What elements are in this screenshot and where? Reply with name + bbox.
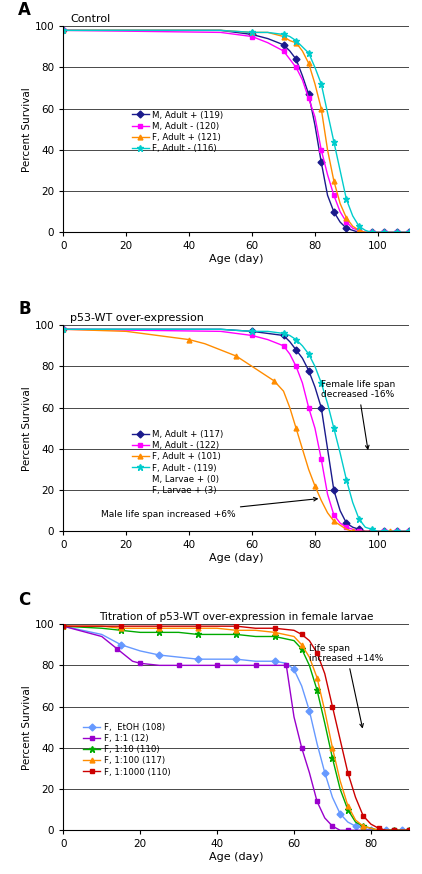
- Legend: F,  EtOH (108), F, 1:1 (12), F, 1:10 (110), F, 1:100 (117), F, 1:1000 (110): F, EtOH (108), F, 1:1 (12), F, 1:10 (110…: [81, 721, 172, 778]
- Y-axis label: Percent Survival: Percent Survival: [22, 87, 32, 171]
- Text: Control: Control: [70, 14, 111, 24]
- Text: B: B: [18, 301, 31, 318]
- X-axis label: Age (day): Age (day): [209, 553, 264, 563]
- Legend: M, Adult + (117), M, Adult - (122), F, Adult + (101), F, Adult - (119), M, Larva: M, Adult + (117), M, Adult - (122), F, A…: [130, 428, 225, 496]
- X-axis label: Age (day): Age (day): [209, 254, 264, 264]
- Text: A: A: [18, 2, 31, 19]
- Legend: M, Adult + (119), M, Adult - (120), F, Adult + (121), F, Adult - (116): M, Adult + (119), M, Adult - (120), F, A…: [130, 109, 225, 155]
- Y-axis label: Percent Survival: Percent Survival: [22, 386, 32, 470]
- X-axis label: Age (day): Age (day): [209, 852, 264, 862]
- Text: Male life span increased +6%: Male life span increased +6%: [101, 497, 317, 519]
- Text: p53-WT over-expression: p53-WT over-expression: [70, 313, 204, 323]
- Title: Titration of p53-WT over-expression in female larvae: Titration of p53-WT over-expression in f…: [99, 612, 373, 622]
- Text: C: C: [18, 591, 30, 609]
- Text: Female life span
decreased -16%: Female life span decreased -16%: [321, 380, 395, 449]
- Text: Life span
increased +14%: Life span increased +14%: [309, 644, 384, 727]
- Y-axis label: Percent Survival: Percent Survival: [22, 685, 32, 770]
